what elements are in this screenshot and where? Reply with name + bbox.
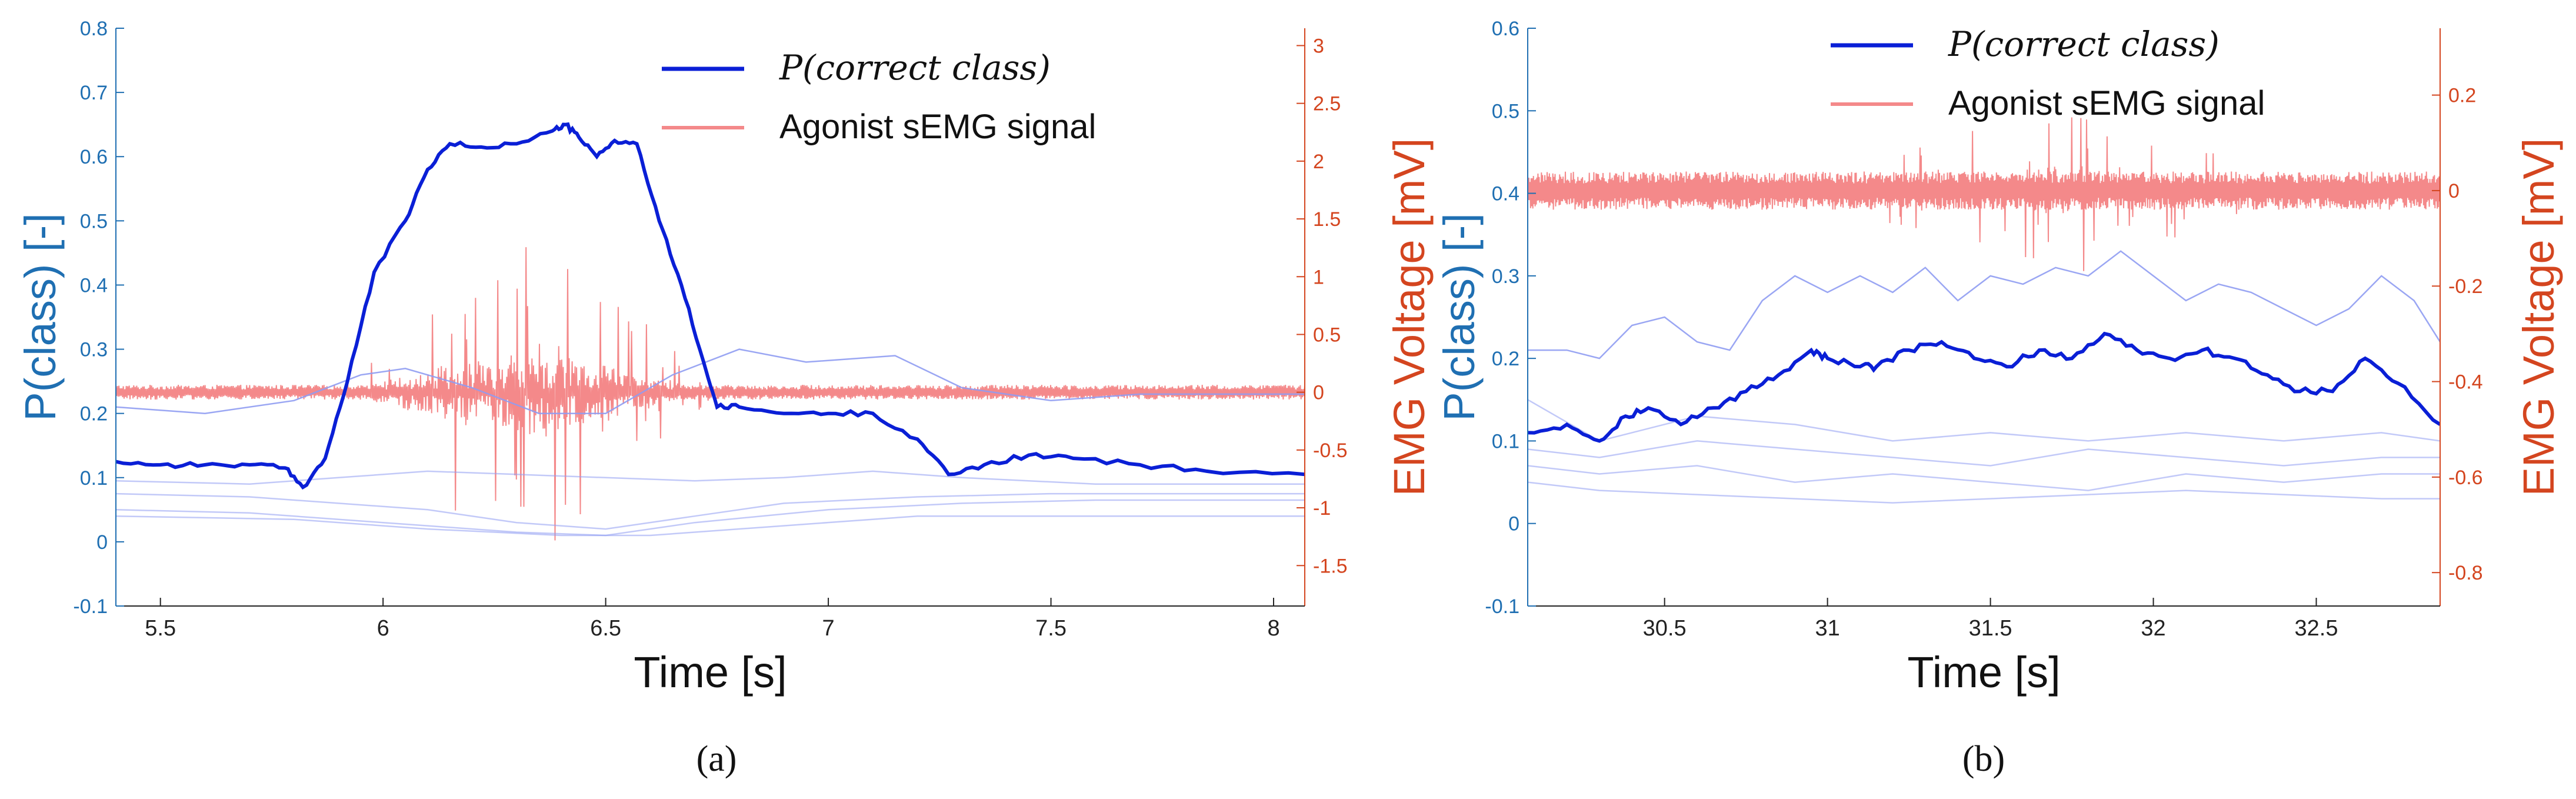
other-class-line [116, 499, 1305, 537]
left-tick-label: 0 [1508, 513, 1519, 535]
left-tick-label: 0.2 [1492, 348, 1519, 370]
x-tick-label: 30.5 [1643, 616, 1687, 641]
right-y-axis-label: EMG Voltage [mV] [1385, 138, 1434, 497]
emg-signal-line [1528, 117, 2440, 271]
other-class-line [116, 515, 1305, 537]
left-tick-label: 0.5 [80, 210, 108, 232]
other-class-line [1528, 399, 2440, 442]
correct-class-line [1528, 331, 2440, 443]
right-tick-label: 0 [1313, 382, 1324, 404]
right-tick-label: -1.5 [1313, 555, 1348, 577]
right-tick-label: 1.5 [1313, 208, 1341, 231]
emg-signal-line [116, 247, 1305, 541]
other-class-line [1528, 440, 2440, 467]
left-tick-label: -0.1 [1485, 595, 1519, 618]
left-tick-label: -0.1 [73, 595, 108, 618]
right-tick-label: 2 [1313, 151, 1324, 173]
other-class-line [1528, 465, 2440, 491]
correct-class-line [116, 122, 1305, 490]
left-tick-label: 0.1 [80, 467, 108, 490]
right-y-axis-label: EMG Voltage [mV] [2514, 138, 2563, 497]
other-class-line [1528, 481, 2440, 504]
x-tick-label: 6 [377, 616, 389, 641]
x-tick-label: 31.5 [1969, 616, 2012, 641]
chart-panel-a: -0.1 0 0.1 0.2 0.3 0.4 0.5 0.6 0.7 0.8 -1.5 -1 -0.5 0… [16, 18, 1434, 779]
right-tick-label: 2.5 [1313, 93, 1341, 115]
panel-label: (b) [1962, 739, 2005, 779]
right-tick-label: -0.2 [2448, 275, 2483, 298]
left-tick-label: 0.8 [80, 18, 108, 40]
left-tick-label: 0.7 [80, 82, 108, 104]
panel-label: (a) [697, 739, 737, 779]
left-y-axis-label: P(class) [-] [16, 213, 65, 421]
right-tick-label: -0.5 [1313, 440, 1348, 462]
left-tick-label: 0.4 [80, 274, 108, 297]
right-tick-label: 3 [1313, 35, 1324, 57]
left-tick-label: 0.6 [80, 146, 108, 168]
x-tick-label: 31 [1815, 616, 1839, 641]
other-class-line [116, 470, 1305, 485]
x-tick-label: 8 [1267, 616, 1279, 641]
x-axis-label: Time [s] [634, 648, 787, 697]
x-axis-label: Time [s] [1907, 648, 2060, 697]
x-tick-label: 6.5 [590, 616, 621, 641]
other-class-line [116, 492, 1305, 530]
left-y-axis-label: P(class) [-] [1435, 213, 1484, 421]
other-class-line [116, 348, 1305, 414]
right-tick-label: 0.2 [2448, 85, 2476, 107]
right-tick-label: -0.8 [2448, 562, 2483, 584]
legend-label-correct: P(correct class) [779, 48, 1051, 88]
x-tick-label: 7.5 [1035, 616, 1067, 641]
legend-label-emg: Agonist sEMG signal [779, 108, 1096, 146]
other-class-line [1528, 250, 2440, 359]
right-tick-label: 1 [1313, 266, 1324, 288]
left-tick-label: 0.3 [1492, 265, 1519, 288]
left-tick-label: 0.3 [80, 339, 108, 361]
legend: P(correct class) Agonist sEMG signal [662, 48, 1096, 146]
left-tick-label: 0.6 [1492, 18, 1519, 40]
legend-label-emg: Agonist sEMG signal [1948, 84, 2265, 122]
legend-label-correct: P(correct class) [1948, 24, 2220, 64]
x-tick-label: 7 [822, 616, 835, 641]
right-tick-label: 0 [2448, 180, 2460, 202]
right-tick-label: -0.6 [2448, 467, 2483, 489]
left-tick-label: 0.4 [1492, 183, 1519, 205]
legend: P(correct class) Agonist sEMG signal [1831, 24, 2265, 122]
x-tick-label: 5.5 [145, 616, 176, 641]
left-tick-label: 0.5 [1492, 100, 1519, 122]
chart-panel-b: -0.1 0 0.1 0.2 0.3 0.4 0.5 0.6 -0.8 -0.6 -0.4 -0.2 0… [1435, 18, 2563, 779]
right-tick-label: -0.4 [2448, 371, 2483, 394]
left-tick-label: 0.1 [1492, 430, 1519, 452]
right-tick-label: -1 [1313, 497, 1331, 520]
x-tick-label: 32 [2141, 616, 2165, 641]
right-tick-label: 0.5 [1313, 324, 1341, 346]
left-tick-label: 0 [96, 531, 108, 554]
left-tick-label: 0.2 [80, 403, 108, 425]
x-tick-label: 32.5 [2295, 616, 2338, 641]
